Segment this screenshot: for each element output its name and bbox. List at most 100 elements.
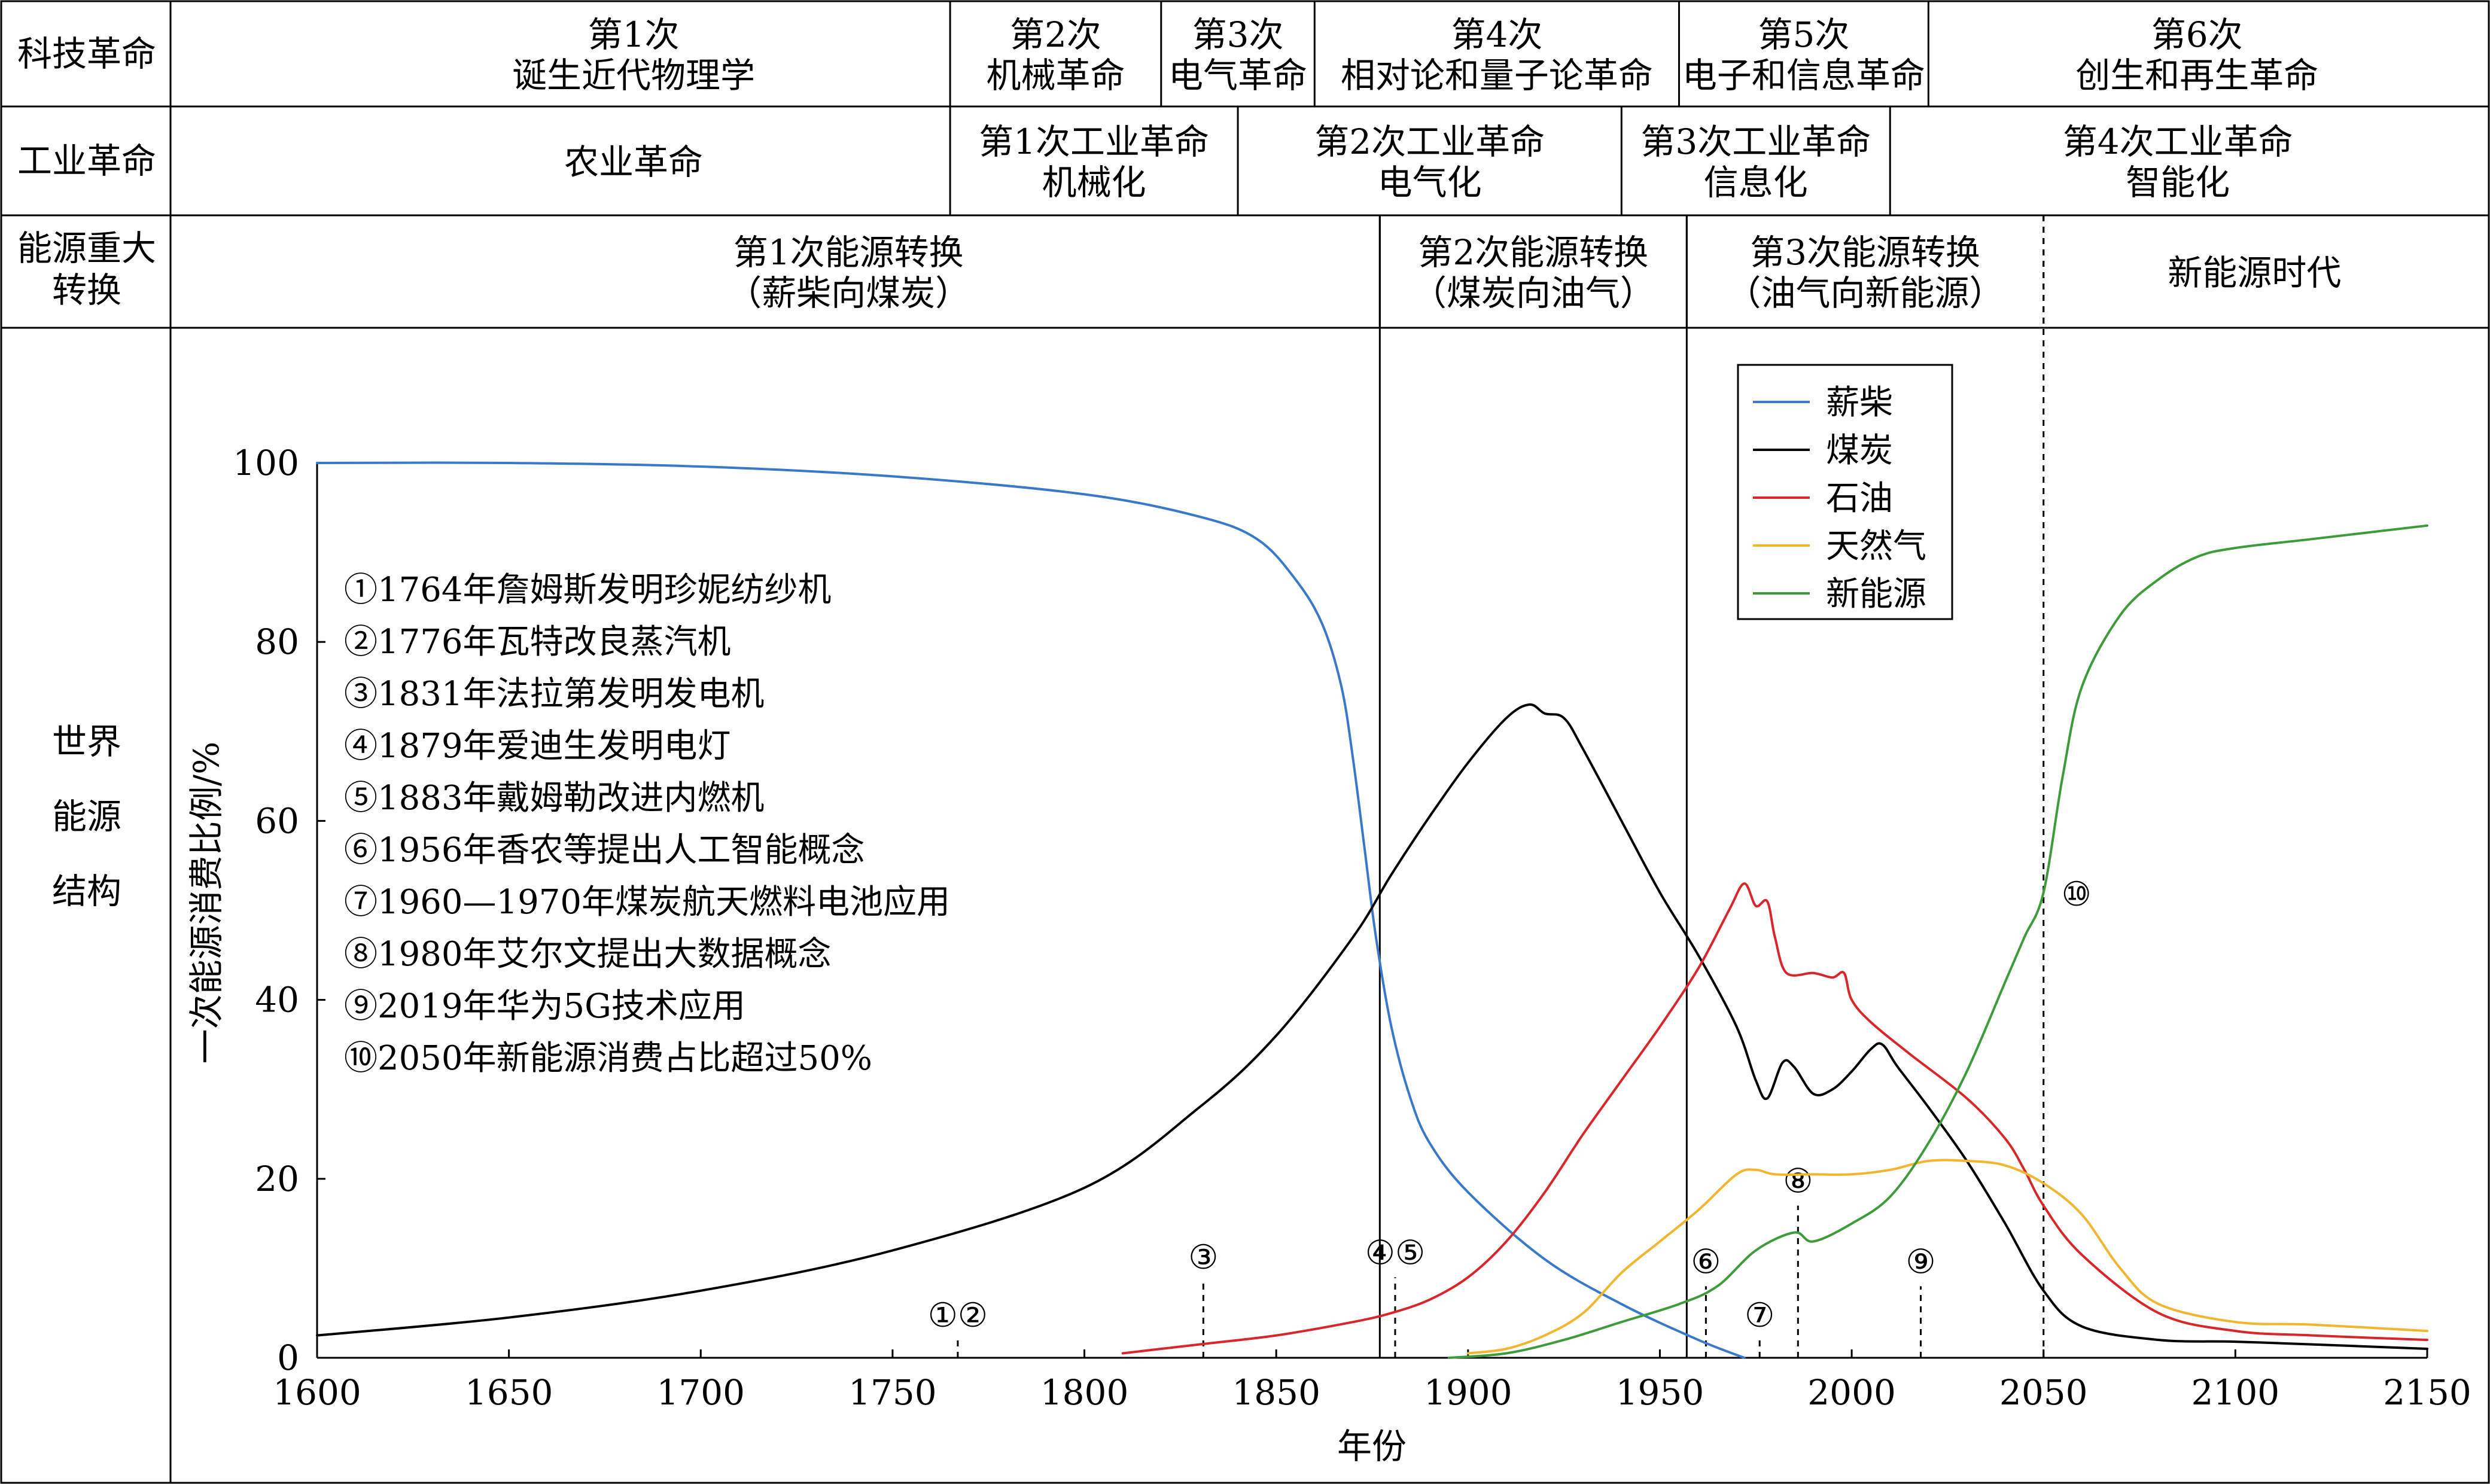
- cell-text-2-0-0: 第1次能源转换: [733, 232, 964, 273]
- event-note-9: ⑩2050年新能源消费占比超过50%: [344, 1039, 872, 1078]
- cell-text-1-0: 农业革命: [564, 142, 703, 182]
- event-note-3: ④1879年爱迪生发明电灯: [344, 727, 731, 766]
- event-marker-3: ④⑤: [1365, 1233, 1425, 1272]
- y-axis: 0 20 40 60 80 100: [233, 443, 325, 1378]
- legend-box: [1737, 364, 1953, 620]
- event-note-8: ⑨2019年华为5G技术应用: [344, 987, 745, 1026]
- series-line-0: [316, 461, 1746, 1359]
- event-markers: ①② ③ ④⑤ ⑥⑦ ⑧ ⑨ ⑩: [928, 875, 2092, 1358]
- series-line-3: [1466, 1159, 2428, 1355]
- event-note-5: ⑥1956年香农等提出人工智能概念: [344, 831, 865, 870]
- cell-text-1-2-0: 第2次工业革命: [1314, 121, 1545, 162]
- event-marker-6: ⑦: [1745, 1296, 1774, 1335]
- x-tick-label-2150: 2150: [2383, 1372, 2471, 1413]
- cell-text-0-3-1: 相对论和量子论革命: [1341, 55, 1653, 96]
- cell-text-1-4-0: 第4次工业革命: [2063, 121, 2293, 162]
- event-note-6: ⑦1960—1970年煤炭航天燃料电池应用: [344, 883, 950, 922]
- event-notes: ①1764年詹姆斯发明珍妮纺纱机 ②1776年瓦特改良蒸汽机 ③1831年法拉第发明…: [344, 571, 950, 1078]
- cell-text-2-3: 新能源时代: [2168, 252, 2341, 293]
- row-energy-transition: 能源重大 转换 第1次能源转换（薪柴向煤炭） 第2次能源转换（煤炭向油气） 第3次能…: [17, 215, 2341, 328]
- row-world-energy-structure: 世界 能源 结构: [52, 721, 121, 912]
- x-tick-label-1850: 1850: [1232, 1372, 1320, 1413]
- y-tick-label-0: 0: [277, 1337, 299, 1378]
- event-marker-0: ①②: [928, 1296, 988, 1335]
- cell-text-1-2-1: 电气化: [1378, 162, 1482, 203]
- cell-text-0-0-0: 第1次: [588, 14, 680, 55]
- event-note-2: ③1831年法拉第发明发电机: [344, 675, 765, 714]
- series-line-1: [316, 703, 2428, 1350]
- reference-lines: [1378, 215, 2045, 1358]
- row-label-industrial: 工业革命: [17, 141, 156, 181]
- x-tick-label-2000: 2000: [1807, 1372, 1896, 1413]
- row-label-structure-line2: 能源: [52, 796, 121, 837]
- legend-label-2: 石油: [1826, 479, 1893, 518]
- cell-text-1-1-1: 机械化: [1042, 162, 1146, 203]
- row-label-energy-line2: 转换: [52, 270, 121, 310]
- event-marker-7: ⑧: [1783, 1162, 1813, 1201]
- x-axis-title: 年份: [1337, 1426, 1407, 1467]
- cell-text-0-3-0: 第4次: [1451, 14, 1542, 55]
- y-tick-label-40: 40: [255, 980, 299, 1020]
- energy-cells: 第1次能源转换（薪柴向煤炭） 第2次能源转换（煤炭向油气） 第3次能源转换（油气向新…: [727, 215, 2341, 328]
- series-line-4: [1447, 524, 2428, 1359]
- legend-label-0: 薪柴: [1826, 383, 1893, 422]
- event-note-4: ⑤1883年戴姆勒改进内燃机: [344, 779, 765, 818]
- y-tick-label-80: 80: [255, 621, 299, 662]
- x-axis: 1600 1650 1700 1750 1800 1850 1900 1950 2000 2050…: [273, 1349, 2471, 1413]
- cell-text-0-0-1: 诞生近代物理学: [512, 55, 755, 96]
- x-tick-label-1800: 1800: [1040, 1372, 1129, 1413]
- cell-text-0-1-1: 机械革命: [986, 55, 1125, 96]
- energy-share-chart: 1600 1650 1700 1750 1800 1850 1900 1950 2000 2050…: [186, 215, 2471, 1467]
- event-marker-2: ③: [1188, 1238, 1218, 1277]
- cell-text-2-2-0: 第3次能源转换: [1750, 232, 1980, 273]
- y-tick-label-60: 60: [255, 800, 299, 841]
- cell-text-0-4-0: 第5次: [1758, 14, 1849, 55]
- event-note-1: ②1776年瓦特改良蒸汽机: [344, 623, 731, 662]
- x-tick-label-1600: 1600: [273, 1372, 361, 1413]
- row-label-structure-line1: 世界: [52, 721, 121, 762]
- cell-text-1-3-1: 信息化: [1704, 162, 1808, 203]
- event-note-0: ①1764年詹姆斯发明珍妮纺纱机: [344, 571, 832, 610]
- event-marker-9: ⑩: [2062, 875, 2092, 914]
- event-marker-8: ⑨: [1905, 1242, 1935, 1281]
- cell-text-0-5-1: 创生和再生革命: [2075, 55, 2318, 96]
- x-tick-label-2050: 2050: [1999, 1372, 2088, 1413]
- cell-text-0-2-0: 第3次: [1192, 14, 1284, 55]
- cell-text-0-2-1: 电气革命: [1168, 55, 1307, 96]
- y-tick-label-100: 100: [233, 443, 299, 483]
- row-label-structure-line3: 结构: [52, 871, 121, 912]
- cell-text-2-2-1: （油气向新能源）: [1727, 273, 2004, 313]
- y-tick-label-20: 20: [255, 1159, 299, 1199]
- cell-text-2-1-1: （煤炭向油气）: [1412, 273, 1655, 313]
- legend-label-1: 煤炭: [1826, 431, 1893, 470]
- cell-text-2-0-1: （薪柴向煤炭）: [727, 273, 970, 313]
- cell-text-2-1-0: 第2次能源转换: [1418, 232, 1648, 273]
- legend-label-3: 天然气: [1826, 527, 1926, 566]
- series-lines: [316, 461, 2428, 1359]
- series-line-2: [1121, 882, 2428, 1355]
- legend-label-4: 新能源: [1826, 575, 1926, 614]
- x-tick-label-1950: 1950: [1616, 1372, 1704, 1413]
- x-tick-label-1650: 1650: [465, 1372, 553, 1413]
- row-label-science: 科技革命: [17, 33, 156, 74]
- x-tick-label-1900: 1900: [1424, 1372, 1512, 1413]
- event-marker-5: ⑥: [1691, 1242, 1721, 1281]
- cell-text-1-3-0: 第3次工业革命: [1640, 121, 1871, 162]
- x-tick-label-1700: 1700: [656, 1372, 745, 1413]
- cell-text-0-5-0: 第6次: [2151, 14, 2243, 55]
- row-label-energy-line1: 能源重大: [17, 228, 156, 269]
- cell-text-1-1-0: 第1次工业革命: [979, 121, 1209, 162]
- cell-text-1-4-1: 智能化: [2126, 162, 2230, 203]
- y-axis-title: 一次能源消费比例/%: [186, 742, 227, 1064]
- event-note-7: ⑧1980年艾尔文提出大数据概念: [344, 935, 832, 974]
- x-tick-label-2100: 2100: [2191, 1372, 2280, 1413]
- x-tick-label-1750: 1750: [848, 1372, 937, 1413]
